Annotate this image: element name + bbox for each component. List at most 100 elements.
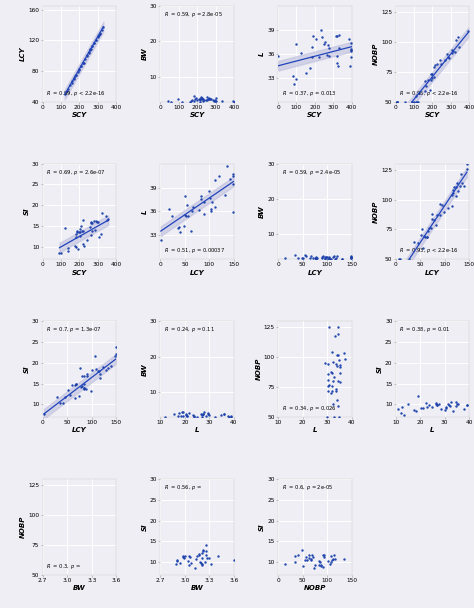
Point — [93, 217, 101, 227]
Point — [180, 411, 187, 421]
Point — [72, 70, 80, 80]
Point — [410, 406, 417, 415]
Point — [62, 392, 69, 402]
Point — [95, 232, 102, 242]
Point — [219, 97, 226, 106]
Point — [229, 171, 237, 181]
Point — [61, 223, 69, 233]
Point — [346, 61, 353, 71]
Point — [329, 252, 337, 262]
Point — [203, 553, 211, 562]
Point — [186, 552, 193, 562]
Point — [318, 253, 326, 263]
Point — [174, 94, 182, 104]
Point — [442, 402, 450, 412]
Point — [97, 373, 104, 383]
Point — [68, 76, 76, 86]
Point — [415, 88, 423, 97]
Point — [195, 549, 203, 559]
Point — [311, 560, 319, 570]
Point — [331, 554, 339, 564]
Text: $\it{R}$  = 0.7, $\it{p}$ = 1.3e-07: $\it{R}$ = 0.7, $\it{p}$ = 1.3e-07 — [46, 325, 102, 334]
Point — [181, 553, 188, 562]
Point — [185, 560, 193, 570]
X-axis label: SCY: SCY — [72, 269, 87, 275]
Point — [76, 224, 83, 233]
Point — [333, 350, 340, 359]
Point — [330, 550, 337, 559]
Point — [72, 229, 80, 239]
Point — [31, 559, 38, 569]
Point — [439, 200, 447, 210]
Point — [31, 561, 38, 570]
Point — [31, 558, 38, 568]
Point — [196, 206, 203, 215]
Point — [197, 409, 204, 419]
Point — [53, 392, 60, 401]
Point — [449, 46, 456, 56]
Point — [327, 254, 334, 264]
Point — [327, 389, 335, 398]
Point — [88, 385, 95, 395]
Point — [186, 97, 194, 106]
Point — [440, 207, 447, 217]
Point — [333, 359, 340, 369]
Point — [67, 390, 74, 400]
X-axis label: SCY: SCY — [190, 112, 205, 118]
Point — [189, 202, 197, 212]
Point — [418, 230, 425, 240]
Point — [175, 409, 183, 418]
Point — [334, 350, 342, 360]
Point — [420, 232, 428, 241]
Point — [192, 93, 200, 103]
Point — [85, 48, 92, 58]
Text: $\it{R}$  = 0.56, $\it{p}$ =: $\it{R}$ = 0.56, $\it{p}$ = — [164, 483, 202, 492]
Y-axis label: NOBP: NOBP — [374, 43, 379, 65]
Point — [199, 547, 207, 556]
Point — [318, 32, 326, 41]
Point — [76, 364, 83, 373]
Point — [282, 253, 289, 263]
Point — [302, 251, 310, 261]
Point — [83, 51, 91, 61]
Point — [187, 226, 195, 236]
Point — [31, 550, 38, 560]
Point — [399, 402, 406, 412]
Point — [31, 557, 38, 567]
Point — [323, 412, 331, 422]
Point — [274, 51, 282, 61]
Point — [330, 251, 338, 261]
Point — [463, 401, 471, 410]
Point — [201, 557, 209, 567]
Point — [331, 371, 338, 381]
Point — [328, 386, 336, 396]
Point — [61, 89, 69, 99]
Point — [77, 61, 85, 71]
Point — [77, 61, 85, 71]
Point — [199, 553, 206, 562]
Point — [112, 351, 119, 361]
Point — [229, 207, 237, 217]
Point — [303, 556, 311, 565]
Point — [185, 408, 193, 418]
Point — [229, 179, 237, 189]
Point — [176, 558, 184, 568]
Point — [184, 211, 191, 221]
Point — [31, 570, 38, 579]
Point — [337, 368, 344, 378]
Point — [188, 95, 196, 105]
Point — [332, 254, 340, 263]
Point — [112, 343, 119, 353]
Point — [453, 192, 460, 201]
Point — [98, 25, 105, 35]
Point — [79, 240, 87, 249]
Point — [96, 29, 103, 38]
Point — [31, 555, 38, 565]
Point — [179, 407, 186, 417]
Point — [428, 215, 436, 224]
Point — [206, 193, 213, 203]
Point — [302, 68, 310, 78]
Point — [448, 201, 456, 211]
Point — [419, 243, 427, 252]
Y-axis label: L: L — [142, 209, 147, 214]
